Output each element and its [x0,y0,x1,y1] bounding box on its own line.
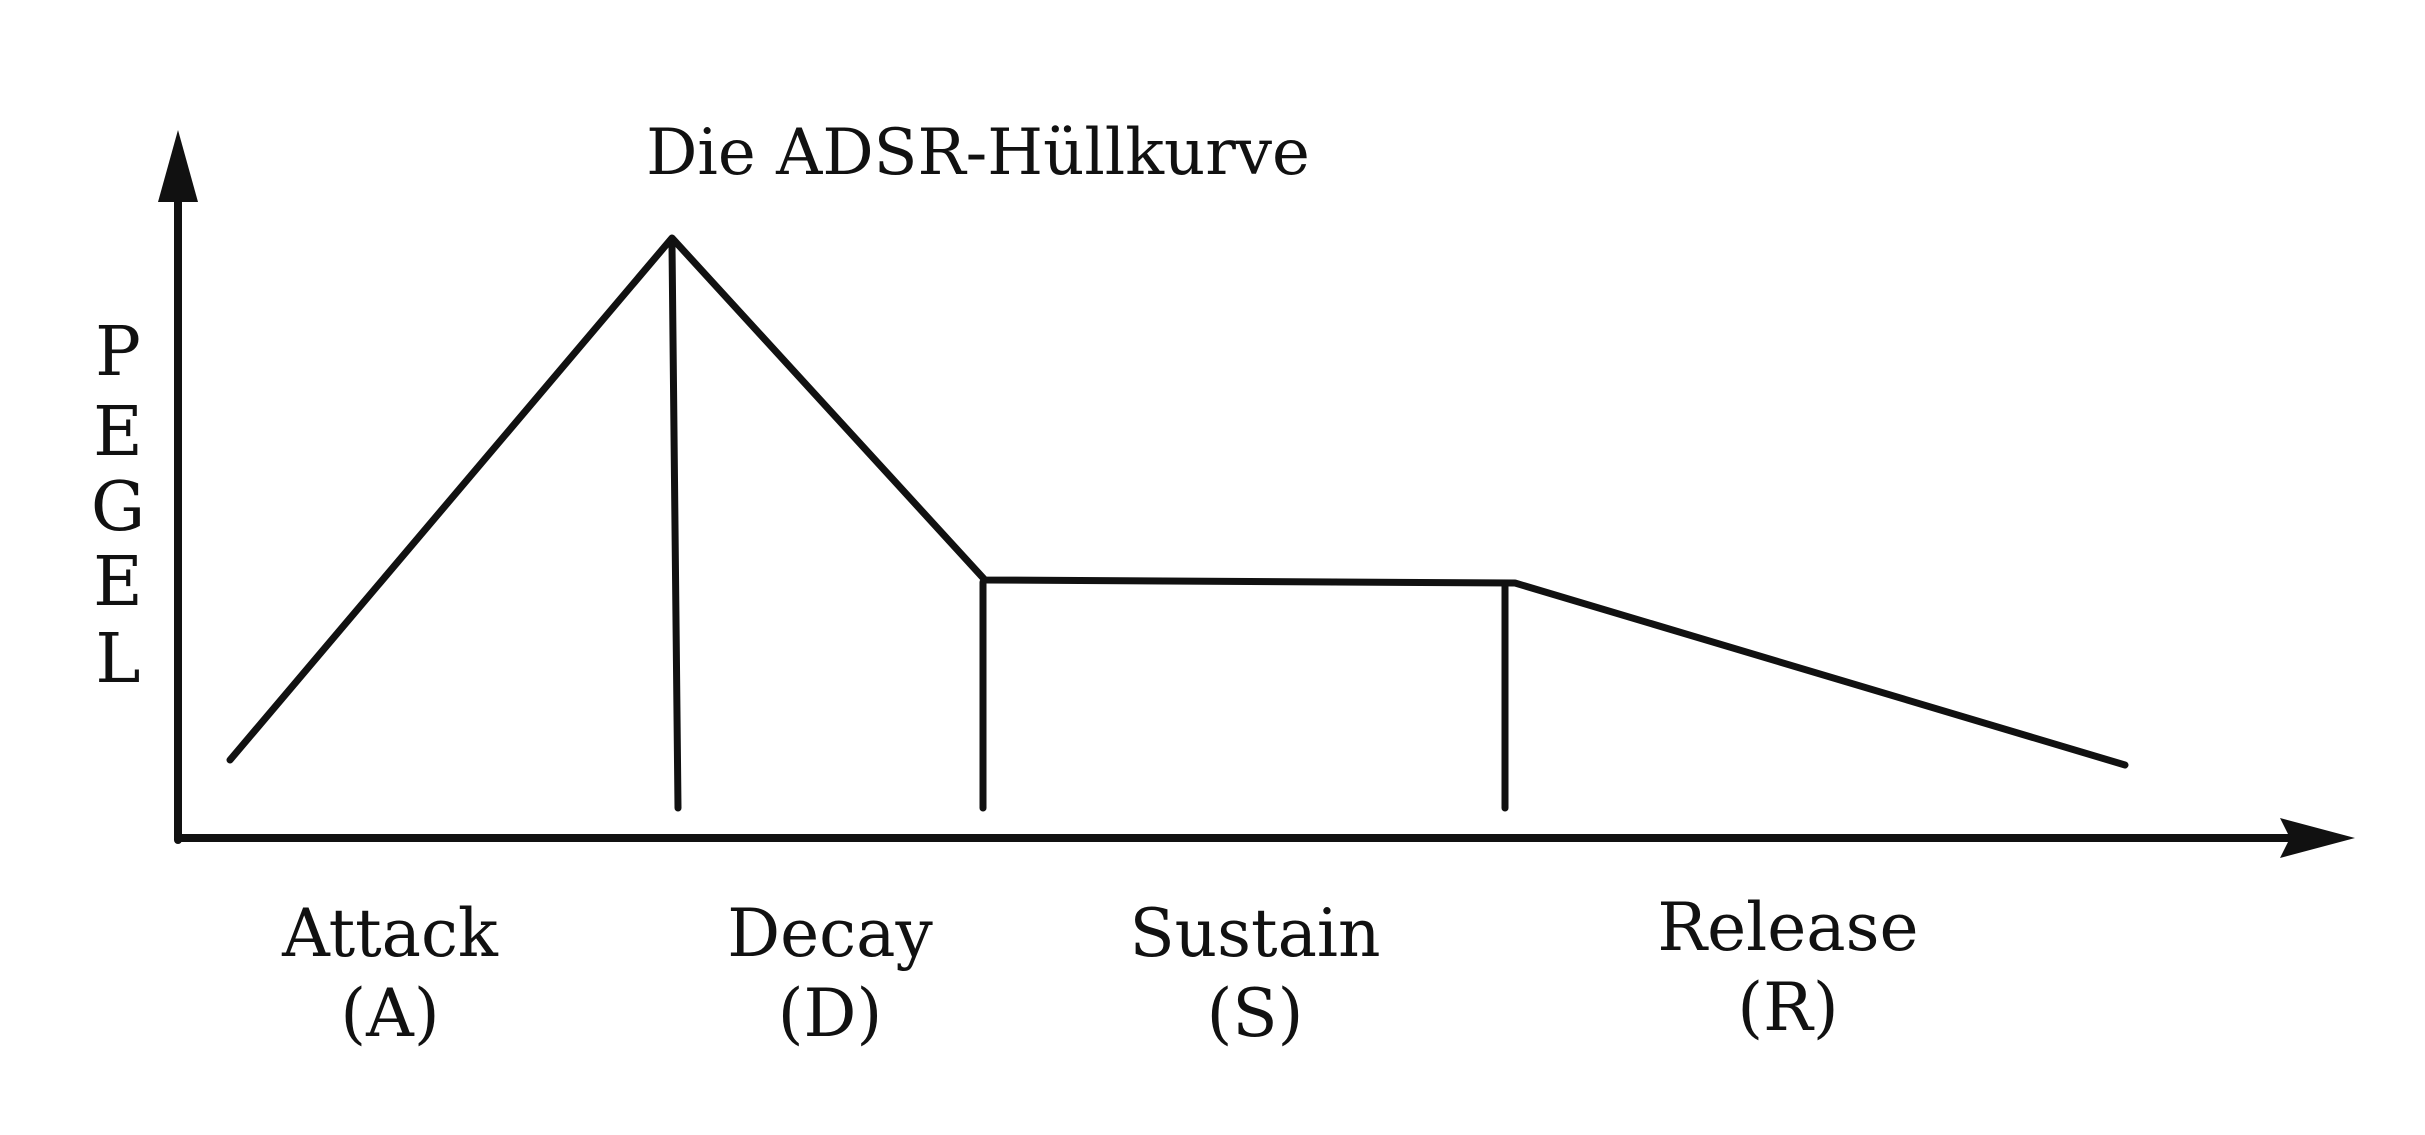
envelope-curve [226,234,2129,769]
y-label-letter-4: E [93,543,143,622]
phase-abbr-sustain: (S) [1207,975,1304,1052]
phase-name-attack: Attack [281,895,499,972]
phase-abbr-release: (R) [1737,969,1838,1046]
y-label-letter-5: L [95,620,140,699]
phase-name-decay: Decay [727,895,933,972]
phase-label-sustain: Sustain (S) [1129,895,1380,1052]
phase-label-decay: Decay (D) [727,895,933,1052]
x-axis-arrowhead [2280,818,2355,858]
y-axis-arrowhead [158,130,198,202]
phase-label-attack: Attack (A) [281,895,499,1052]
diagram-title: Die ADSR-Hüllkurve [646,116,1310,190]
phase-label-release: Release (R) [1657,889,1918,1046]
y-axis-label: P E G E L [91,313,145,699]
phase-abbr-attack: (A) [340,975,439,1052]
phase-abbr-decay: (D) [778,975,882,1052]
y-label-letter-1: P [95,313,141,392]
phase-name-sustain: Sustain [1129,895,1380,972]
divider-attack-decay [668,241,682,812]
y-label-letter-2: E [93,393,143,472]
phase-name-release: Release [1657,889,1918,966]
y-label-letter-3: G [91,468,145,547]
